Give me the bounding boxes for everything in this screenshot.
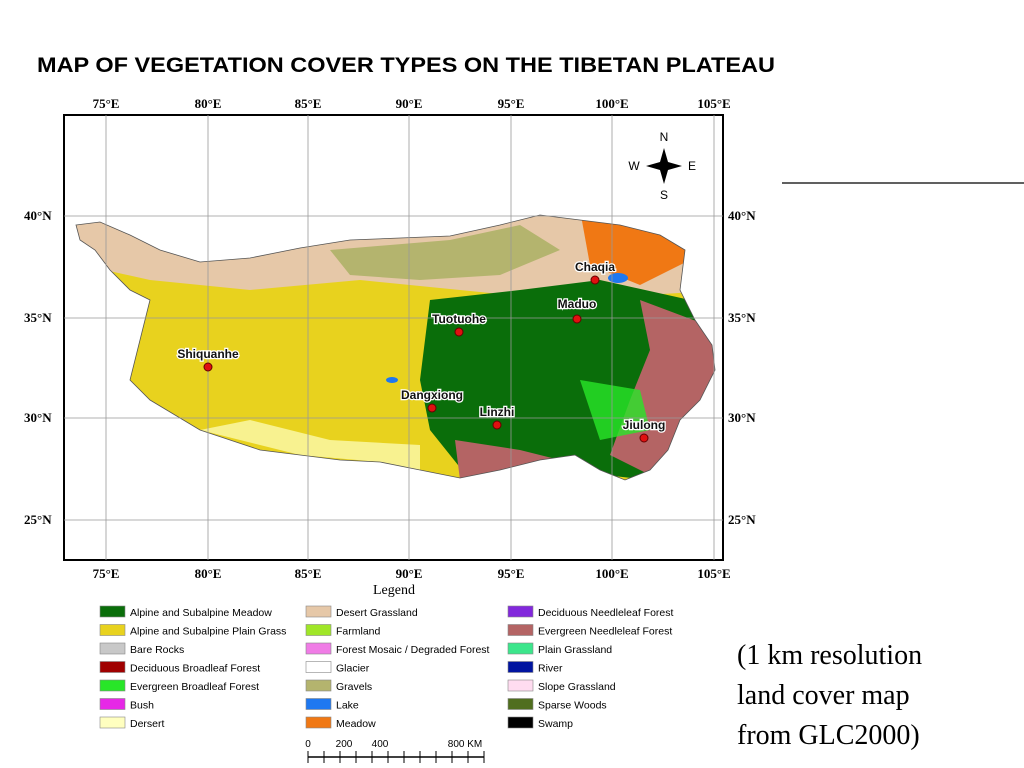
legend-label: Plain Grassland [538,644,612,656]
lon-label-bottom: 85°E [295,566,322,581]
legend-swatch [99,624,126,636]
legend-label: Deciduous Needleleaf Forest [538,607,673,619]
lat-label-right: 25°N [728,512,756,527]
place-label: Chaqia [575,260,615,274]
scale-label: 0 [305,739,311,750]
legend-label: Bush [130,700,154,712]
lon-label-bottom: 80°E [195,566,222,581]
legend-swatch [305,679,332,692]
lon-label-top: 100°E [595,96,628,111]
lon-label-bottom: 90°E [396,566,423,581]
lat-label-right: 35°N [728,310,756,325]
legend-swatch [305,624,332,636]
legend-label: Glacier [336,663,370,675]
legend-swatch [99,642,126,655]
legend-label: Meadow [336,718,376,730]
legend-swatch [99,716,126,729]
compass-w: W [628,159,640,173]
compass-s: S [660,188,668,202]
legend-label: Farmland [336,626,381,638]
lat-label-left: 25°N [24,512,52,527]
lon-label-bottom: 105°E [697,566,730,581]
legend-title: Legend [373,583,415,598]
lon-label-bottom: 75°E [93,566,120,581]
legend-swatch [507,605,534,618]
legend-swatch [99,661,126,673]
place-dot [427,403,437,413]
map: N S E W Chaqia Maduo Tuotuohe Shiquanhe Dang… [24,96,756,581]
graticule [64,115,723,560]
title: MAP OF VEGETATION COVER TYPES ON THE TIB… [37,54,775,77]
place-dot [203,362,213,372]
legend-label: Gravels [336,681,372,693]
lat-label-left: 40°N [24,208,52,223]
place-label: Dangxiong [401,388,463,402]
legend-label: River [538,663,563,675]
compass: N S E W [628,130,696,202]
legend-swatch [99,698,126,710]
legend-label: Slope Grassland [538,681,616,693]
place-dot [639,433,649,443]
legend-label: Swamp [538,718,573,730]
caption-line: from GLC2000) [737,720,920,751]
legend: Alpine and Subalpine Meadow Alpine and Su… [99,605,673,730]
place-dot [590,275,600,285]
lon-label-top: 90°E [396,96,423,111]
scale-label: 400 [372,739,389,750]
caption-line: (1 km resolution [737,640,922,671]
scale-bar: 0 200 400 800 KM [305,739,485,763]
place-label: Shiquanhe [177,347,239,361]
legend-swatch [507,698,534,710]
place-label: Tuotuohe [432,312,486,326]
lat-label-left: 30°N [24,410,52,425]
legend-label: Bare Rocks [130,644,184,656]
legend-swatch [305,661,332,673]
lat-label-right: 40°N [728,208,756,223]
legend-label: Alpine and Subalpine Meadow [130,607,272,619]
legend-swatch [305,642,332,655]
scale-label: 800 KM [448,739,482,750]
legend-swatch [507,661,534,673]
legend-label: Deciduous Broadleaf Forest [130,663,260,675]
lat-label-left: 35°N [24,310,52,325]
lon-label-bottom: 100°E [595,566,628,581]
legend-label: Evergreen Broadleaf Forest [130,681,259,693]
place-label: Maduo [558,297,597,311]
legend-label: Desert Grassland [336,607,418,619]
caption-line: land cover map [737,680,910,711]
legend-label: Evergreen Needleleaf Forest [538,626,672,638]
place-label: Jiulong [623,418,666,432]
legend-swatch [507,642,534,655]
compass-e: E [688,159,696,173]
lon-label-top: 85°E [295,96,322,111]
lon-label-top: 105°E [697,96,730,111]
legend-swatch [507,716,534,729]
legend-label: Lake [336,700,359,712]
place-dot [492,420,502,430]
places: Chaqia Maduo Tuotuohe Shiquanhe Dangxiong Lin… [176,259,667,443]
lon-label-top: 75°E [93,96,120,111]
legend-swatch [305,698,332,710]
scale-label: 200 [336,739,353,750]
legend-swatch [99,679,126,692]
legend-label: Alpine and Subalpine Plain Grass [130,626,286,638]
lon-label-top: 95°E [498,96,525,111]
legend-label: Forest Mosaic / Degraded Forest [336,644,490,656]
lon-label-top: 80°E [195,96,222,111]
legend-label: Dersert [130,718,165,730]
caption: (1 km resolution land cover map from GLC20… [737,640,922,751]
lat-label-right: 30°N [728,410,756,425]
legend-swatch [305,605,332,618]
legend-swatch [99,605,126,618]
legend-label: Sparse Woods [538,700,607,712]
legend-swatch [507,624,534,636]
legend-swatch [507,679,534,692]
place-dot [454,327,464,337]
place-label: Linzhi [480,405,515,419]
place-dot [572,314,582,324]
lon-label-bottom: 95°E [498,566,525,581]
compass-n: N [660,130,669,144]
legend-swatch [305,716,332,729]
